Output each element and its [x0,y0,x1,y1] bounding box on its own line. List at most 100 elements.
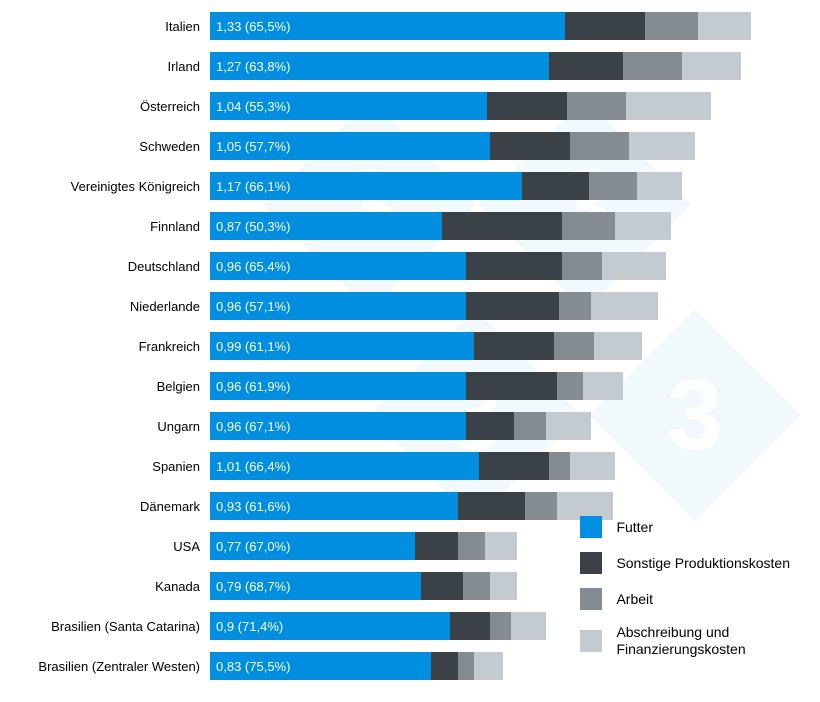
bar-track: 0,99 (61,1%) [210,332,770,360]
legend-label: Sonstige Produktionskosten [616,555,790,572]
row-label: Finnland [10,219,210,234]
bar-value-label: 0,99 (61,1%) [216,332,290,360]
row-label: Ungarn [10,419,210,434]
bar-segment-sonstige [490,132,570,160]
bar-segment-abschreibung [490,572,517,600]
bar-track: 1,05 (57,7%) [210,132,770,160]
bar-segment-abschreibung [615,212,671,240]
bar-value-label: 0,79 (68,7%) [216,572,290,600]
row-label: Kanada [10,579,210,594]
bar-track: 1,04 (55,3%) [210,92,770,120]
chart-row: Ungarn0,96 (67,1%) [10,406,800,446]
bar-segment-sonstige [549,52,624,80]
legend-swatch-futter [580,516,602,538]
bar-value-label: 1,27 (63,8%) [216,52,290,80]
bar-segment-arbeit [562,252,602,280]
bar-track: 0,87 (50,3%) [210,212,770,240]
bar-track: 1,33 (65,5%) [210,12,770,40]
bar-track: 0,96 (61,9%) [210,372,770,400]
chart-row: Finnland 0,87 (50,3%) [10,206,800,246]
row-label: Spanien [10,459,210,474]
chart-row: Vereinigtes Königreich 1,17 (66,1%) [10,166,800,206]
bar-segment-arbeit [463,572,490,600]
chart-row: Deutschland0,96 (65,4%) [10,246,800,286]
bar-segment-abschreibung [485,532,517,560]
bar-segment-arbeit [570,132,629,160]
bar-segment-arbeit [589,172,637,200]
bar-value-label: 1,05 (57,7%) [216,132,290,160]
bar-segment-arbeit [562,212,615,240]
bar-value-label: 0,96 (65,4%) [216,252,290,280]
chart-legend: Futter Sonstige Produktionskosten Arbeit Ab… [580,516,790,672]
bar-segment-arbeit [490,612,511,640]
bar-value-label: 1,17 (66,1%) [216,172,290,200]
bar-segment-sonstige [479,452,548,480]
bar-value-label: 0,93 (61,6%) [216,492,290,520]
chart-row: Frankreich 0,99 (61,1%) [10,326,800,366]
legend-item: Arbeit [580,588,790,610]
bar-segment-sonstige [487,92,567,120]
bar-value-label: 1,01 (66,4%) [216,452,290,480]
legend-item: Futter [580,516,790,538]
bar-segment-arbeit [557,372,584,400]
legend-label: Arbeit [616,591,653,608]
bar-value-label: 1,04 (55,3%) [216,92,290,120]
row-label: Irland [10,59,210,74]
legend-label: Abschreibung undFinanzierungskosten [616,624,745,658]
bar-segment-arbeit [623,52,682,80]
bar-segment-arbeit [458,652,474,680]
bar-segment-sonstige [431,652,458,680]
bar-segment-sonstige [450,612,490,640]
legend-label: Futter [616,519,653,536]
bar-segment-sonstige [415,532,458,560]
bar-segment-abschreibung [546,412,591,440]
bar-segment-sonstige [466,372,557,400]
bar-segment-abschreibung [682,52,741,80]
bar-value-label: 0,77 (67,0%) [216,532,290,560]
bar-segment-abschreibung [629,132,696,160]
chart-row: Niederlande 0,96 (57,1%) [10,286,800,326]
row-label: Belgien [10,379,210,394]
bar-segment-abschreibung [591,292,658,320]
bar-value-label: 0,87 (50,3%) [216,212,290,240]
bar-segment-sonstige [466,252,562,280]
bar-segment-abschreibung [570,452,615,480]
legend-item: Sonstige Produktionskosten [580,552,790,574]
bar-segment-sonstige [466,412,514,440]
bar-segment-sonstige [442,212,562,240]
bar-track: 1,01 (66,4%) [210,452,770,480]
row-label: Italien [10,19,210,34]
legend-item: Abschreibung undFinanzierungskosten [580,624,790,658]
bar-value-label: 1,33 (65,5%) [216,12,290,40]
bar-segment-sonstige [565,12,645,40]
bar-segment-sonstige [466,292,559,320]
bar-value-label: 0,96 (57,1%) [216,292,290,320]
row-label: Schweden [10,139,210,154]
chart-row: Schweden 1,05 (57,7%) [10,126,800,166]
bar-value-label: 0,9 (71,4%) [216,612,283,640]
bar-segment-arbeit [458,532,485,560]
chart-row: Belgien0,96 (61,9%) [10,366,800,406]
chart-row: Italien 1,33 (65,5%) [10,6,800,46]
bar-track: 0,96 (65,4%) [210,252,770,280]
bar-segment-sonstige [421,572,464,600]
bar-segment-sonstige [458,492,525,520]
row-label: Dänemark [10,499,210,514]
bar-segment-abschreibung [511,612,546,640]
legend-swatch-sonstige [580,552,602,574]
bar-segment-abschreibung [474,652,503,680]
bar-segment-arbeit [525,492,557,520]
bar-segment-arbeit [645,12,698,40]
bar-segment-abschreibung [583,372,623,400]
bar-track: 0,96 (67,1%) [210,412,770,440]
row-label: Niederlande [10,299,210,314]
chart-row: Österreich1,04 (55,3%) [10,86,800,126]
bar-track: 0,96 (57,1%) [210,292,770,320]
bar-segment-arbeit [554,332,594,360]
row-label: Vereinigtes Königreich [10,179,210,194]
bar-segment-abschreibung [626,92,711,120]
row-label: USA [10,539,210,554]
row-label: Frankreich [10,339,210,354]
bar-segment-abschreibung [698,12,751,40]
legend-swatch-abschreibung [580,630,602,652]
